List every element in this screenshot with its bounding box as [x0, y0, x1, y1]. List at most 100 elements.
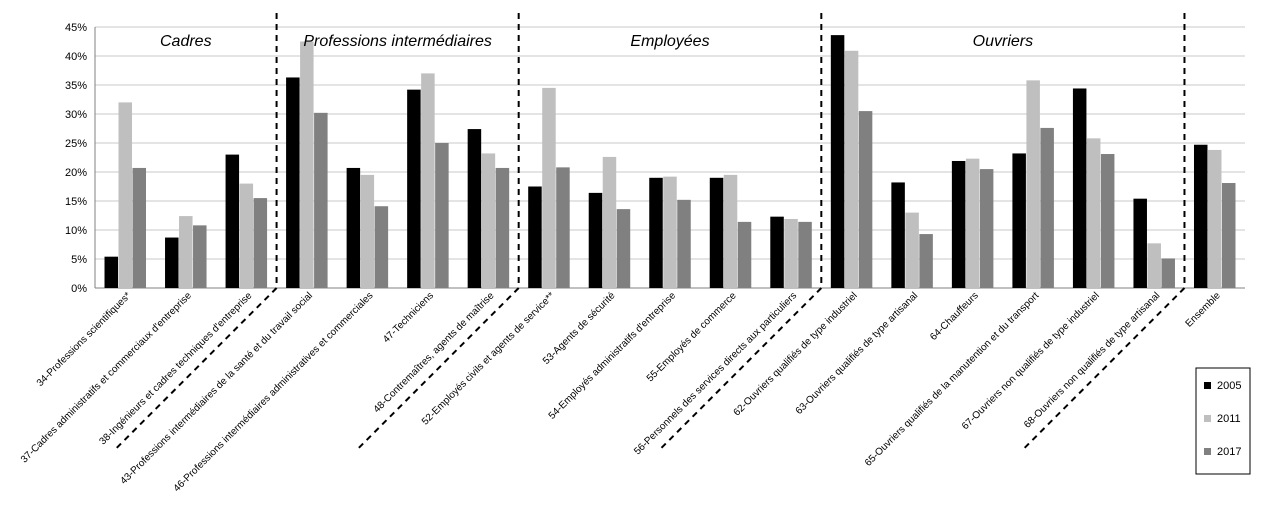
bar-2005	[286, 77, 300, 289]
group-label: Ouvriers	[973, 33, 1033, 50]
bar-2011	[118, 102, 133, 289]
bar-2011	[1147, 243, 1161, 288]
x-tick-label: 64-Chauffeurs	[928, 290, 980, 342]
bar-2005	[649, 177, 663, 288]
bar-2005	[104, 256, 119, 288]
bar-2017	[374, 206, 389, 288]
bar-2011	[965, 158, 980, 288]
bar-2017	[1040, 127, 1054, 288]
y-tick-label: 15%	[65, 196, 87, 208]
x-tick-label: 67-Ouvriers non qualifiés de type indust…	[960, 290, 1102, 432]
bar-2017	[253, 198, 268, 288]
bar-2011	[905, 212, 919, 288]
x-tick-label: 68-Ouvriers non qualifiés de type artisa…	[1022, 290, 1162, 430]
x-tick-label: 52-Employés civils et agents de service*…	[420, 290, 557, 427]
bar-2017	[556, 167, 570, 288]
x-tick-label: 34-Professions scientifiques*	[35, 290, 134, 389]
y-axis-ticks: 0% 5% 10% 15% 20% 25% 30% 35% 40% 45%	[65, 22, 87, 295]
bar-2005	[951, 160, 966, 288]
group-labels: Cadres Professions intermédiaires Employée…	[160, 33, 1033, 50]
bar-2017	[858, 111, 873, 288]
bar-2011	[784, 218, 798, 288]
bar-2011	[663, 176, 677, 288]
bar-2011	[602, 156, 617, 288]
bar-2017	[132, 167, 147, 288]
bar-2017	[314, 112, 328, 288]
bar-2005	[588, 192, 603, 288]
bar-2011	[421, 73, 435, 289]
y-tick-label: 40%	[65, 51, 87, 63]
bar-2005	[770, 216, 784, 288]
bar-2017	[677, 199, 691, 288]
group-separator-diagonal	[113, 287, 278, 452]
y-tick-label: 25%	[65, 138, 87, 150]
y-tick-label: 30%	[65, 109, 87, 121]
bar-2017	[737, 221, 752, 288]
bar-2005	[1012, 153, 1026, 288]
bar-2017	[1100, 154, 1115, 288]
bar-2005	[1072, 88, 1087, 288]
x-axis-ticks: 34-Professions scientifiques*37-Cadres a…	[19, 290, 1223, 494]
legend-swatch-2005	[1204, 382, 1211, 389]
bar-2011	[481, 153, 496, 288]
bar-2005	[891, 182, 905, 288]
legend-label: 2011	[1217, 413, 1241, 425]
y-tick-label: 10%	[65, 225, 87, 237]
bar-2017	[1221, 183, 1236, 288]
bar-2011	[239, 183, 254, 288]
bar-2005	[407, 89, 421, 288]
bar-2011	[360, 174, 375, 288]
bar-2005	[1133, 198, 1147, 288]
bar-2017	[919, 234, 933, 288]
x-tick-label: 46-Professions intermédiaires administra…	[172, 290, 376, 494]
bar-2005	[346, 167, 361, 288]
x-tick-label: 47-Techniciens	[381, 290, 436, 345]
bar-2005	[528, 186, 542, 288]
bar-2011	[723, 174, 738, 288]
bar-2005	[830, 35, 845, 289]
bar-2017	[1161, 258, 1175, 288]
y-tick-label: 20%	[65, 167, 87, 179]
legend-swatch-2017	[1204, 448, 1211, 455]
bars	[104, 35, 1236, 289]
bar-2017	[798, 221, 812, 288]
x-tick-label: 62-Ouvriers qualifiés de type industriel	[732, 290, 860, 418]
x-tick-label: Ensemble	[1184, 290, 1224, 330]
bar-2011	[1026, 80, 1040, 288]
bar-2017	[979, 169, 994, 288]
x-tick-label: 48-Contremaîtres, agents de maîtrise	[372, 290, 497, 415]
y-tick-label: 5%	[71, 254, 87, 266]
bar-2017	[495, 167, 510, 288]
group-label: Cadres	[160, 33, 212, 50]
x-tick-label: 54-Employés administratifs d'entreprise	[547, 290, 679, 422]
y-tick-label: 0%	[71, 283, 87, 295]
group-separators	[113, 13, 1186, 452]
bar-2005	[1193, 144, 1208, 288]
y-tick-label: 35%	[65, 80, 87, 92]
group-separator-diagonal	[1021, 287, 1186, 452]
bar-2011	[1207, 149, 1222, 288]
group-separator-diagonal	[355, 287, 520, 452]
bar-2005	[225, 154, 240, 288]
y-tick-label: 45%	[65, 22, 87, 34]
bar-2011	[844, 50, 859, 288]
group-separator-diagonal	[657, 287, 823, 452]
bar-2017	[435, 143, 449, 288]
group-label: Professions intermédiaires	[303, 33, 492, 50]
bar-2011	[1086, 138, 1101, 288]
bar-2011	[542, 87, 556, 289]
bar-2005	[709, 177, 724, 288]
legend: 2005 2011 2017	[1195, 367, 1251, 475]
bar-2005	[467, 129, 482, 288]
legend-label: 2017	[1217, 446, 1241, 458]
group-label: Employées	[630, 33, 709, 50]
legend-label: 2005	[1217, 380, 1241, 392]
bar-2011	[179, 216, 193, 288]
bar-2005	[165, 237, 179, 288]
bar-2017	[193, 225, 207, 288]
bar-2011	[300, 41, 314, 288]
x-tick-label: 63-Ouvriers qualifiés de type artisanal	[794, 290, 920, 416]
legend-swatch-2011	[1204, 415, 1211, 422]
